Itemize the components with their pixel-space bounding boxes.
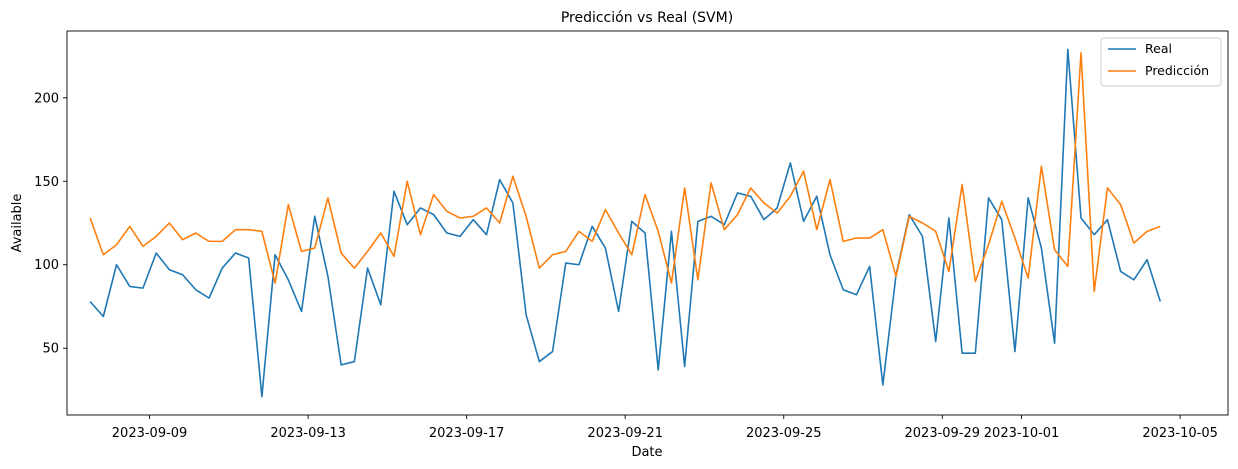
- legend-label-real: Real: [1145, 41, 1172, 56]
- legend-box: [1100, 37, 1222, 87]
- x-tick-label: 2023-10-01: [984, 426, 1060, 441]
- x-tick-label: 2023-09-09: [112, 426, 188, 441]
- y-tick-label: 50: [42, 342, 59, 357]
- x-tick-label: 2023-09-25: [746, 426, 822, 441]
- series-line-prediccion: [89, 51, 1161, 293]
- y-tick-label: 150: [34, 175, 59, 190]
- plot-area: [66, 30, 1229, 416]
- y-tick-label: 200: [34, 91, 59, 106]
- chart-title: Predicción vs Real (SVM): [561, 10, 733, 26]
- x-tick-label: 2023-10-05: [1142, 426, 1218, 441]
- y-tick-label: 100: [34, 258, 59, 273]
- y-axis-label: Available: [10, 194, 25, 253]
- x-axis-ticks: 2023-09-09 2023-09-13 2023-09-17 2023-09-21…: [112, 415, 1218, 441]
- legend-label-prediccion: Predicción: [1145, 63, 1209, 78]
- y-axis-ticks: 50 100 150 200: [34, 91, 67, 357]
- x-tick-label: 2023-09-21: [587, 426, 663, 441]
- legend: Real Predicción: [1100, 37, 1222, 87]
- x-tick-label: 2023-09-13: [270, 426, 346, 441]
- x-axis-label: Date: [631, 445, 662, 460]
- series-line-real: [89, 48, 1162, 398]
- x-tick-label: 2023-09-17: [429, 426, 505, 441]
- series-lines: [89, 48, 1162, 398]
- x-tick-label: 2023-09-29: [905, 426, 981, 441]
